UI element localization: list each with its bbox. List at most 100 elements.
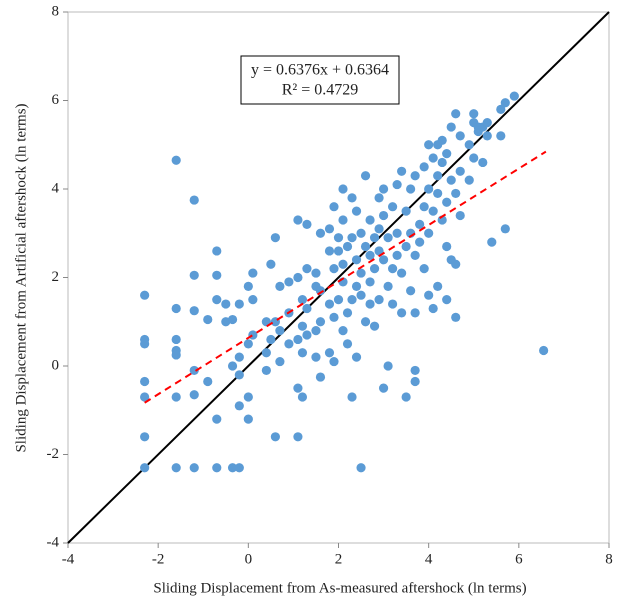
point [315, 228, 326, 238]
point [437, 135, 447, 145]
point [451, 188, 461, 199]
point [171, 463, 181, 473]
x-tick-label: 6 [515, 551, 523, 567]
point [455, 131, 465, 141]
point [243, 392, 253, 402]
point [171, 392, 181, 402]
point [329, 312, 339, 322]
point [428, 206, 438, 216]
point [297, 392, 308, 402]
point [329, 264, 339, 274]
point [324, 246, 335, 256]
point [365, 250, 375, 260]
point [243, 414, 253, 424]
point [270, 233, 280, 243]
point [293, 383, 303, 393]
point [311, 268, 321, 278]
point [464, 175, 474, 185]
point [315, 317, 326, 327]
point [171, 334, 181, 345]
point [410, 376, 420, 387]
y-tick-label: 2 [52, 269, 60, 285]
point [311, 326, 321, 336]
point [383, 281, 393, 291]
y-tick-label: -2 [47, 446, 60, 462]
point [433, 171, 443, 181]
point [424, 140, 434, 150]
point [383, 233, 393, 243]
y-axis-label: Sliding Displacement from Artificial aft… [13, 103, 29, 452]
y-tick-label: 0 [52, 357, 60, 373]
point [455, 166, 465, 176]
y-tick-label: -4 [47, 534, 60, 550]
point [383, 361, 393, 371]
y-tick-label: 6 [52, 92, 60, 108]
point [433, 281, 443, 291]
equation-box [240, 55, 400, 105]
point [227, 314, 238, 325]
point [397, 308, 407, 318]
point [433, 188, 443, 199]
point [212, 270, 222, 280]
point [437, 157, 447, 168]
point [446, 122, 456, 132]
point [293, 215, 303, 225]
point [406, 184, 416, 194]
point [500, 224, 510, 234]
point [496, 131, 506, 141]
point [392, 179, 402, 190]
point [415, 219, 425, 229]
point [442, 149, 452, 159]
point [442, 197, 452, 207]
point [311, 352, 321, 362]
point [369, 321, 380, 331]
point [374, 224, 384, 234]
point [388, 299, 398, 309]
point [374, 295, 384, 305]
point [212, 246, 222, 256]
point [243, 339, 253, 349]
point [203, 376, 213, 387]
point [227, 463, 238, 473]
point [369, 233, 380, 243]
point [410, 365, 420, 376]
x-tick-label: -2 [152, 551, 165, 567]
point [419, 162, 429, 172]
point [469, 153, 479, 163]
point [360, 171, 371, 181]
x-axis-label: Sliding Displacement from As-measured af… [153, 580, 526, 596]
point [293, 334, 303, 345]
point [221, 299, 231, 309]
point [419, 264, 429, 274]
x-tick-label: 0 [245, 551, 253, 567]
point [482, 118, 492, 128]
point [270, 432, 280, 442]
point [351, 255, 362, 265]
point [243, 281, 253, 291]
point [171, 350, 181, 360]
point [401, 392, 411, 402]
point [189, 306, 199, 316]
point [171, 303, 181, 314]
point [360, 241, 371, 252]
point [442, 241, 452, 252]
point [275, 326, 285, 336]
point [248, 295, 258, 305]
point [410, 308, 420, 318]
point [302, 219, 312, 229]
point [171, 155, 181, 165]
point [140, 290, 150, 300]
point [500, 98, 510, 108]
point [424, 184, 434, 194]
x-tick-label: 8 [605, 551, 613, 567]
point [401, 206, 411, 216]
point [378, 184, 389, 194]
point [284, 277, 294, 287]
y-tick-label: 4 [52, 180, 60, 196]
point [410, 171, 420, 181]
point [388, 264, 398, 274]
point [324, 299, 335, 309]
point [347, 233, 357, 243]
y-tick-label: 8 [52, 3, 60, 19]
point [469, 109, 479, 119]
